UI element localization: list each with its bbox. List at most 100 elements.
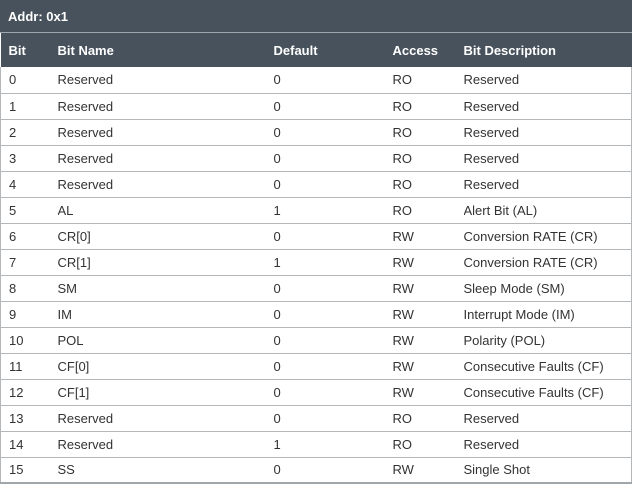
table-row: 13 Reserved 0 RO Reserved — [0, 405, 632, 432]
cell-default: 0 — [273, 119, 393, 146]
register-table: Bit Bit Name Default Access Bit Description … — [0, 33, 632, 484]
cell-bit: 10 — [0, 327, 58, 354]
cell-name: Reserved — [57, 405, 274, 432]
cell-default: 0 — [273, 405, 393, 432]
table-row: 0 Reserved 0 RO Reserved — [0, 67, 632, 94]
cell-access: RW — [392, 353, 464, 380]
cell-name: SM — [57, 275, 274, 302]
table-row: 1 Reserved 0 RO Reserved — [0, 93, 632, 120]
cell-default: 0 — [273, 145, 393, 172]
cell-access: RW — [392, 457, 464, 484]
cell-name: CR[0] — [57, 223, 274, 250]
cell-name: CF[1] — [57, 379, 274, 406]
column-header-access: Access — [392, 42, 439, 58]
cell-bit: 11 — [0, 353, 58, 380]
cell-bit: 0 — [0, 67, 58, 94]
cell-name: Reserved — [57, 119, 274, 146]
cell-bit: 12 — [0, 379, 58, 406]
cell-access: RW — [392, 379, 464, 406]
cell-bit: 13 — [0, 405, 58, 432]
cell-access: RO — [392, 171, 464, 198]
cell-access: RO — [392, 119, 464, 146]
column-header-bit-description: Bit Description — [463, 42, 556, 58]
cell-access: RW — [392, 327, 464, 354]
cell-default: 0 — [273, 379, 393, 406]
cell-default: 0 — [273, 171, 393, 198]
cell-default: 0 — [273, 93, 393, 120]
cell-description: Conversion RATE (CR) — [463, 249, 632, 276]
cell-default: 0 — [273, 275, 393, 302]
table-row: 11 CF[0] 0 RW Consecutive Faults (CF) — [0, 353, 632, 380]
table-row: 12 CF[1] 0 RW Consecutive Faults (CF) — [0, 379, 632, 406]
cell-access: RO — [392, 93, 464, 120]
cell-name: AL — [57, 197, 274, 224]
cell-name: Reserved — [57, 93, 274, 120]
cell-name: SS — [57, 457, 274, 484]
cell-bit: 8 — [0, 275, 58, 302]
cell-default: 0 — [273, 457, 393, 484]
cell-description: Reserved — [463, 171, 632, 198]
cell-bit: 7 — [0, 249, 58, 276]
cell-access: RO — [392, 405, 464, 432]
column-header-bit: Bit — [8, 42, 26, 58]
cell-description: Reserved — [463, 145, 632, 172]
address-title: Addr: 0x1 — [8, 8, 68, 24]
cell-description: Conversion RATE (CR) — [463, 223, 632, 250]
table-row: 7 CR[1] 1 RW Conversion RATE (CR) — [0, 249, 632, 276]
table-row: 8 SM 0 RW Sleep Mode (SM) — [0, 275, 632, 302]
address-header-bar: Addr: 0x1 — [0, 0, 632, 33]
table-header-row: Bit Bit Name Default Access Bit Description — [0, 33, 632, 67]
cell-description: Polarity (POL) — [463, 327, 632, 354]
cell-default: 1 — [273, 197, 393, 224]
cell-name: Reserved — [57, 431, 274, 458]
cell-access: RW — [392, 223, 464, 250]
cell-bit: 4 — [0, 171, 58, 198]
table-row: 9 IM 0 RW Interrupt Mode (IM) — [0, 301, 632, 328]
cell-bit: 15 — [0, 457, 58, 484]
cell-default: 0 — [273, 327, 393, 354]
cell-bit: 14 — [0, 431, 58, 458]
table-row: 4 Reserved 0 RO Reserved — [0, 171, 632, 198]
cell-bit: 3 — [0, 145, 58, 172]
cell-description: Single Shot — [463, 457, 632, 484]
table-row: 5 AL 1 RO Alert Bit (AL) — [0, 197, 632, 224]
cell-bit: 1 — [0, 93, 58, 120]
cell-description: Sleep Mode (SM) — [463, 275, 632, 302]
table-row: 6 CR[0] 0 RW Conversion RATE (CR) — [0, 223, 632, 250]
cell-access: RW — [392, 301, 464, 328]
cell-name: CF[0] — [57, 353, 274, 380]
cell-name: POL — [57, 327, 274, 354]
cell-default: 0 — [273, 223, 393, 250]
cell-access: RO — [392, 145, 464, 172]
cell-name: IM — [57, 301, 274, 328]
table-row: 10 POL 0 RW Polarity (POL) — [0, 327, 632, 354]
column-header-bit-name: Bit Name — [57, 42, 114, 58]
cell-default: 1 — [273, 431, 393, 458]
cell-bit: 9 — [0, 301, 58, 328]
column-header-default: Default — [273, 42, 318, 58]
cell-name: CR[1] — [57, 249, 274, 276]
cell-description: Consecutive Faults (CF) — [463, 353, 632, 380]
cell-default: 1 — [273, 249, 393, 276]
cell-description: Reserved — [463, 405, 632, 432]
cell-access: RW — [392, 275, 464, 302]
cell-description: Interrupt Mode (IM) — [463, 301, 632, 328]
cell-description: Reserved — [463, 431, 632, 458]
cell-access: RO — [392, 197, 464, 224]
table-row: 3 Reserved 0 RO Reserved — [0, 145, 632, 172]
cell-default: 0 — [273, 67, 393, 94]
cell-default: 0 — [273, 353, 393, 380]
cell-description: Reserved — [463, 93, 632, 120]
cell-description: Alert Bit (AL) — [463, 197, 632, 224]
table-row: 2 Reserved 0 RO Reserved — [0, 119, 632, 146]
cell-name: Reserved — [57, 171, 274, 198]
cell-access: RO — [392, 67, 464, 94]
cell-name: Reserved — [57, 67, 274, 94]
cell-bit: 5 — [0, 197, 58, 224]
register-table-body: 0 Reserved 0 RO Reserved 1 Reserved 0 RO Reserved… — [0, 67, 632, 484]
cell-name: Reserved — [57, 145, 274, 172]
cell-bit: 6 — [0, 223, 58, 250]
cell-access: RW — [392, 249, 464, 276]
cell-default: 0 — [273, 301, 393, 328]
